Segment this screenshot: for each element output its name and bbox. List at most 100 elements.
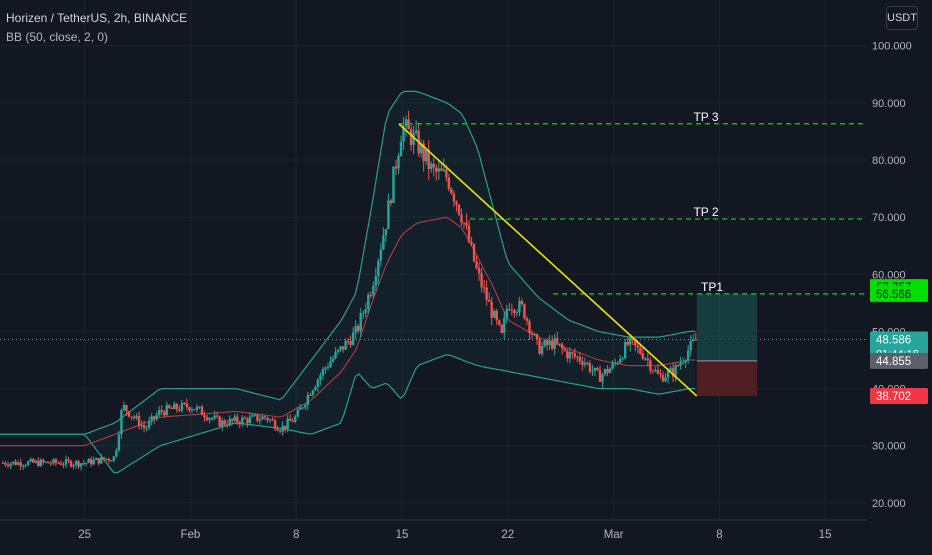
candle-body: [629, 337, 632, 345]
candle-body: [493, 310, 496, 318]
candle-body: [596, 367, 599, 371]
time-tick-label: 22: [501, 529, 514, 541]
candle-body: [676, 365, 680, 367]
candle-body: [238, 422, 241, 425]
candle-body: [528, 320, 531, 334]
price-label-text: 48.586: [876, 335, 911, 347]
candle-body: [402, 125, 405, 142]
candle-body: [372, 285, 375, 296]
candle-body: [233, 416, 236, 421]
candle-body: [445, 169, 448, 178]
candle-body: [145, 427, 148, 429]
candle-body: [419, 143, 423, 154]
candle-body: [286, 418, 289, 429]
candle-body: [666, 370, 670, 378]
candle-body: [561, 344, 564, 349]
candle-body: [447, 177, 451, 189]
candle-body: [296, 409, 299, 417]
candle-body: [175, 403, 179, 410]
price-axis[interactable]: 20.00030.00040.00050.00060.00070.00080.0…: [866, 0, 932, 550]
candle-body: [105, 458, 108, 460]
price-tick-label: 100.000: [872, 41, 912, 53]
candle-body: [44, 461, 48, 463]
candle-body: [566, 350, 569, 359]
price-label-profit: [870, 285, 928, 302]
candle-body: [319, 375, 322, 380]
candle-body: [188, 407, 191, 411]
candle-body: [626, 341, 629, 345]
candle-body: [362, 312, 365, 314]
candle-body: [324, 367, 327, 369]
candle-body: [72, 465, 75, 467]
candle-body: [351, 332, 355, 346]
candle-body: [510, 309, 514, 311]
candle-body: [555, 338, 559, 344]
candle-body: [29, 459, 32, 462]
candle-body: [515, 312, 519, 314]
candle-body: [253, 414, 257, 416]
currency-button[interactable]: USDT: [886, 6, 918, 30]
price-label-entry: [870, 352, 928, 369]
candle-body: [631, 337, 634, 341]
candle-body: [513, 310, 516, 314]
candle-body: [62, 464, 65, 466]
time-axis[interactable]: 25 Feb 8 15 22 Mar 8 15: [0, 519, 932, 550]
candle-body: [301, 407, 304, 409]
candle-body: [412, 132, 415, 145]
candle-body: [591, 370, 594, 372]
candle-body: [147, 421, 151, 428]
candle-body: [163, 411, 166, 416]
candle-body: [77, 461, 80, 467]
candle-body: [593, 367, 597, 371]
candle-body: [576, 356, 579, 358]
candle-body: [540, 345, 544, 354]
candle-body: [132, 416, 136, 419]
candle-body: [616, 362, 619, 364]
candle-body: [349, 341, 352, 346]
candle-body: [689, 340, 692, 351]
candle-body: [649, 360, 652, 371]
candle-body: [525, 318, 529, 321]
candle-body: [198, 406, 201, 408]
time-tick-label: 15: [396, 529, 409, 541]
bollinger-upper: [0, 90, 696, 435]
candle-body: [228, 418, 231, 426]
candle-body: [155, 414, 158, 419]
candle-body: [246, 418, 249, 424]
candle-body: [450, 188, 453, 194]
candle-body: [588, 363, 592, 372]
candle-body: [273, 420, 277, 429]
candle-body: [326, 367, 330, 369]
time-tick-label: 25: [78, 529, 91, 541]
candle-body: [639, 347, 642, 354]
indicator-legend[interactable]: BB (50, close, 2, 0): [6, 30, 109, 44]
candle-body: [387, 200, 390, 229]
candle-body: [95, 458, 98, 460]
candle-body: [16, 462, 20, 465]
candle-body: [268, 419, 272, 421]
candle-body: [112, 456, 116, 461]
position-profit-zone: [696, 293, 758, 361]
price-label-text: 44.855: [876, 356, 911, 368]
drawings: TP 3 TP 2 TP1: [0, 110, 866, 397]
candle-body: [321, 368, 325, 376]
candle-body: [498, 320, 501, 325]
candle-body: [32, 459, 35, 463]
candle-body: [692, 339, 695, 341]
candle-body: [218, 416, 221, 427]
candle-body: [276, 428, 279, 431]
candle-body: [152, 416, 156, 419]
candle-body: [236, 416, 239, 423]
candle-body: [354, 325, 357, 333]
candle-body: [67, 459, 70, 461]
candle-body: [291, 421, 294, 423]
candle-body: [185, 403, 189, 408]
symbol-title[interactable]: Horizen / TetherUS, 2h, BINANCE: [6, 11, 188, 25]
time-tick-label: Feb: [181, 529, 201, 541]
candle-body: [563, 348, 566, 351]
candle-body: [430, 163, 433, 169]
candle-body: [263, 416, 267, 418]
candle-body: [231, 418, 234, 421]
